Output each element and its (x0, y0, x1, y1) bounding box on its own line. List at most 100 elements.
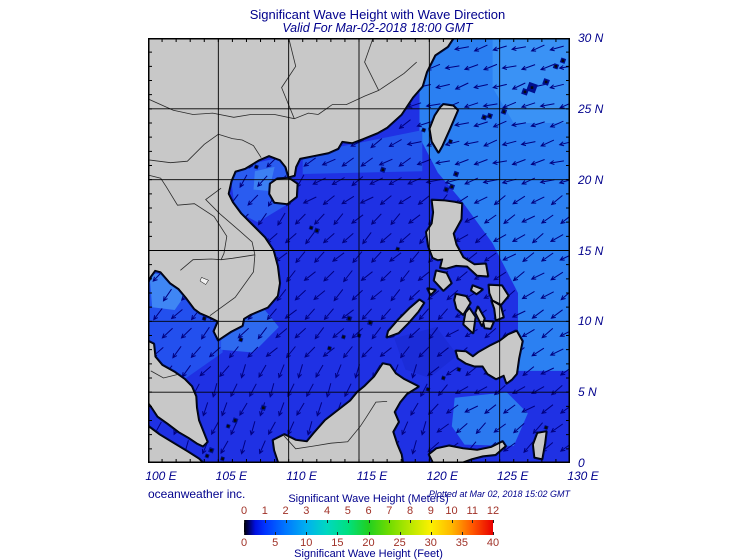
colorbar-feet-tick: 25 (393, 537, 406, 549)
islet (328, 346, 331, 350)
islet (482, 116, 486, 119)
chart-valid-time: Valid For Mar-02-2018 18:00 GMT (282, 21, 473, 35)
colorbar-tick-mark (337, 532, 339, 535)
land-luzon (426, 199, 489, 277)
islet (342, 335, 345, 339)
islet (396, 247, 399, 251)
land-palawan (386, 299, 425, 338)
colorbar-meters-tick: 6 (365, 505, 372, 517)
sea-wave-height-patch (394, 327, 458, 378)
map-frame (148, 38, 570, 463)
land-mindoro (433, 270, 452, 291)
islet (454, 172, 458, 176)
land-negros (463, 308, 476, 334)
islet (315, 229, 319, 232)
islet (381, 168, 385, 172)
colorbar-tick-mark (244, 532, 245, 535)
land-masbate (471, 285, 483, 295)
lat-tick-label: 5 N (578, 385, 597, 400)
islet (544, 80, 548, 84)
colorbar-meters-tick: 3 (303, 505, 310, 517)
colorbar-tick-mark (306, 532, 308, 535)
colorbar-tick-mark (451, 520, 453, 523)
colorbar-meters-tick: 9 (427, 505, 434, 517)
sea-wave-height-patch (302, 130, 423, 174)
land-sulawesi-north (428, 441, 506, 463)
lon-tick-label: 120 E (426, 469, 458, 483)
political-border (317, 61, 417, 115)
colorbar-meters-tick: 4 (323, 505, 331, 517)
colorbar-title-meters: Significant Wave Height (Meters) (288, 493, 449, 505)
colorbar-meters-tick: 7 (386, 505, 393, 517)
colorbar-tick-mark (285, 520, 287, 523)
lat-tick-label: 30 N (578, 31, 604, 45)
islet (426, 388, 430, 391)
lat-tick-label: 0 (578, 456, 585, 470)
islet (239, 338, 243, 342)
islet (488, 114, 492, 118)
colorbar-feet-tick: 10 (300, 537, 313, 549)
chart-title: Significant Wave Height with Wave Direct… (249, 7, 506, 22)
political-border (149, 175, 228, 260)
colorbar-tick-mark (275, 532, 277, 535)
colorbar-tick-mark (493, 532, 494, 535)
colorbar-title-feet: Significant Wave Height (Feet) (294, 548, 443, 560)
colorbar-tick-mark (493, 520, 494, 523)
colorbar-tick-mark (264, 520, 266, 523)
political-border (282, 401, 388, 450)
islet (221, 457, 224, 461)
lat-tick-label: 25 N (578, 101, 604, 116)
land-mindanao (455, 330, 523, 384)
colorbar-feet-tick: 15 (331, 537, 344, 549)
colorbar-feet-tick: 5 (272, 537, 279, 549)
land-sumatra (148, 425, 204, 463)
colorbar-tick-mark (410, 520, 411, 523)
colorbar-tick-mark (430, 532, 432, 535)
colorbar-meters-tick: 10 (445, 505, 458, 517)
land-china-indochina (148, 38, 454, 341)
islet (554, 65, 558, 68)
colorbar-meters-tick: 8 (406, 505, 414, 517)
political-border (205, 187, 256, 255)
map-canvas (148, 38, 570, 463)
islet (255, 165, 258, 169)
islet (449, 140, 452, 143)
colorbar-feet-tick: 30 (424, 537, 437, 549)
colorbar-tick-mark (472, 520, 474, 523)
colorbar-meters-tick: 5 (344, 505, 351, 517)
islet (530, 86, 534, 89)
islet (523, 90, 527, 94)
colorbar-meters-tick: 0 (240, 505, 248, 517)
colorbar-tick-mark (399, 532, 401, 535)
islet (210, 448, 213, 452)
land-panay (454, 293, 471, 315)
colorbar-tick-mark (461, 532, 463, 535)
map-layers (148, 38, 570, 463)
colorbar-tick-mark (430, 520, 432, 523)
lon-tick-label: 115 E (356, 469, 388, 483)
islet (457, 368, 461, 371)
land-malay-peninsula (148, 340, 208, 447)
colorbar-tick-mark (327, 520, 328, 523)
political-border (218, 133, 262, 158)
land-hainan (269, 177, 298, 205)
colorbar-feet-tick: 40 (486, 537, 500, 549)
political-border (148, 133, 219, 164)
lat-tick-label: 15 N (578, 243, 604, 258)
colorbar-feet-tick: 0 (240, 537, 248, 549)
islet (544, 426, 548, 429)
islet (442, 376, 445, 380)
colorbar-tick-mark (368, 520, 370, 523)
islet (502, 110, 506, 113)
colorbar-feet-tick: 35 (455, 537, 468, 549)
plotted-timestamp: Plotted at Mar 02, 2018 15:02 GMT (428, 489, 570, 499)
islet (422, 128, 426, 132)
political-border (209, 254, 256, 317)
colorbar-meters-tick: 2 (282, 505, 289, 517)
islet (368, 321, 372, 325)
lat-tick-label: 10 N (578, 314, 604, 329)
islet (226, 424, 230, 428)
colorbar-tick-mark (347, 520, 349, 523)
islet (202, 317, 206, 320)
colorbar-tick-mark (368, 532, 370, 535)
